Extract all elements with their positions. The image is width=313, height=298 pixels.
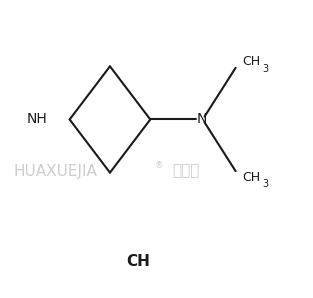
Text: CH: CH <box>242 170 260 184</box>
Text: 化学加: 化学加 <box>172 164 199 179</box>
Text: N: N <box>196 112 207 126</box>
Text: HUAXUEJIA: HUAXUEJIA <box>14 164 98 179</box>
Text: 3: 3 <box>262 179 268 190</box>
Text: NH: NH <box>27 112 48 126</box>
Text: ®: ® <box>155 161 163 170</box>
Text: CH: CH <box>126 254 150 269</box>
Text: CH: CH <box>242 55 260 69</box>
Text: 3: 3 <box>262 64 268 74</box>
